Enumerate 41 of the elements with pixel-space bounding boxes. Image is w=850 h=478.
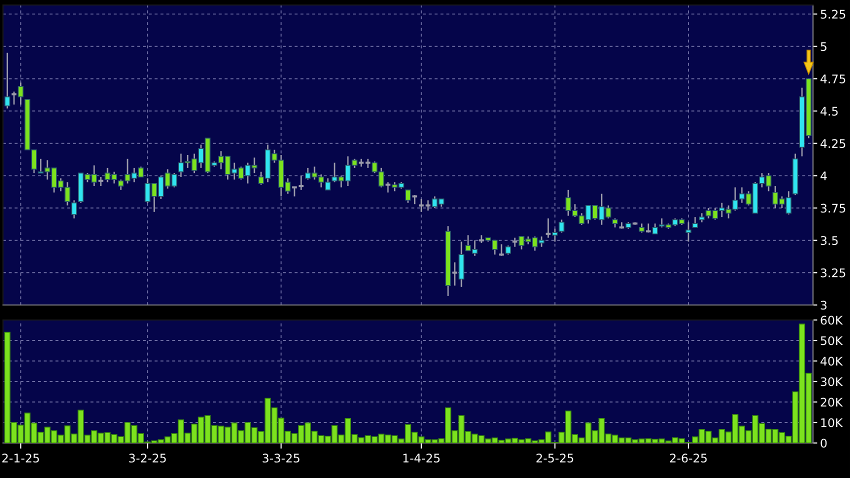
y-tick-label: 4.75 [820, 74, 846, 84]
candlestick [511, 237, 518, 248]
candlestick [291, 186, 298, 198]
candlestick [298, 174, 305, 191]
y-tick-label: 5.25 [820, 10, 846, 19]
y-tick-label: 3.5 [820, 236, 838, 245]
candlestick [698, 212, 705, 223]
y-tick-label: 3.75 [820, 204, 846, 213]
x-tick-label: 1-4-25 [403, 454, 440, 463]
y-tick-label: 60K [820, 316, 843, 325]
x-tick-label: 3-2-25 [129, 454, 166, 463]
candlestick [451, 262, 458, 286]
x-tick-label: 2-5-25 [536, 454, 574, 463]
y-tick-label: 4.25 [820, 139, 846, 148]
candlestick [71, 200, 77, 220]
x-tick-label: 2-1-25 [2, 454, 39, 463]
candlestick [411, 194, 418, 205]
candlestick [97, 176, 104, 187]
candlestick [4, 52, 10, 110]
candlestick [612, 218, 618, 228]
y-tick-label: 50K [820, 336, 843, 346]
y-tick-label: 4 [820, 172, 827, 180]
y-tick-label: 3 [820, 300, 827, 310]
candlestick [384, 181, 392, 194]
x-tick-label: 2-6-25 [670, 454, 707, 463]
y-tick-label: 30K [820, 377, 843, 386]
y-tick-label: 4.5 [820, 106, 838, 116]
candlestick [544, 218, 552, 238]
candlestick [692, 216, 698, 228]
candlestick [558, 218, 564, 234]
y-tick-label: 5 [820, 42, 826, 52]
candlestick [10, 90, 18, 106]
candlestick [505, 244, 511, 256]
y-tick-label: 10K [821, 418, 843, 428]
y-tick-label: 0 [820, 438, 827, 448]
y-tick-label: 3.25 [820, 268, 846, 278]
y-tick-label: 40K [820, 356, 843, 366]
y-tick-label: 20K [820, 398, 843, 407]
candlestick [498, 244, 505, 257]
candlestick [686, 222, 692, 242]
x-tick-label: 3-3-25 [262, 454, 300, 463]
